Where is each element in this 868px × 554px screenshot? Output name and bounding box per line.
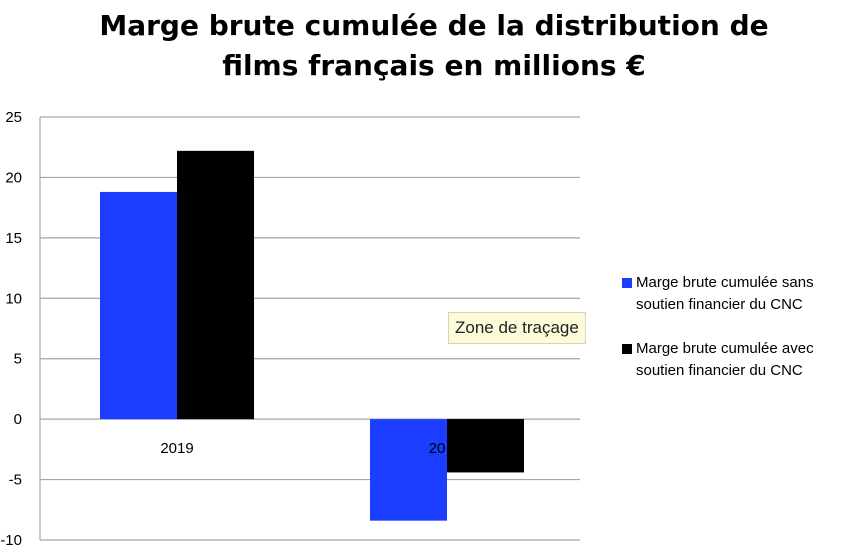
- y-tick-label-7: -10: [0, 532, 22, 549]
- legend-swatch-blue: [622, 278, 632, 288]
- chart-title-line-2: films français en millions €: [222, 49, 646, 82]
- bar-series0-2019: [100, 191, 177, 420]
- y-tick-label-2: 15: [5, 230, 22, 247]
- chart-title-line-1: Marge brute cumulée de la distribution d…: [99, 9, 769, 42]
- bar-series1-2019: [177, 150, 254, 420]
- legend-label-avec-line-1: Marge brute cumulée avec: [636, 340, 814, 357]
- y-tick-label-4: 5: [14, 351, 22, 368]
- bar-series0-20: [370, 419, 447, 521]
- plot-area-tooltip: Zone de traçage: [448, 312, 586, 344]
- y-tick-label-6: -5: [9, 472, 22, 489]
- legend-label-sans-line-1: Marge brute cumulée sans: [636, 274, 814, 291]
- bar-series1-overlay: [447, 419, 524, 473]
- x-category-label-20: 20: [429, 440, 446, 457]
- legend-item-avec-soutien: Marge brute cumulée avec soutien financi…: [622, 338, 814, 382]
- y-tick-label-0: 25: [5, 109, 22, 126]
- legend-swatch-black: [622, 344, 632, 354]
- legend-label-avec-line-2: soutien financier du CNC: [636, 362, 803, 379]
- legend-item-sans-soutien: Marge brute cumulée sans soutien financi…: [622, 272, 814, 316]
- y-tick-label-5: 0: [14, 411, 22, 428]
- chart-title: Marge brute cumulée de la distribution d…: [0, 6, 868, 86]
- y-tick-label-3: 10: [5, 290, 22, 307]
- legend-label-sans-line-2: soutien financier du CNC: [636, 296, 803, 313]
- x-category-label-2019: 2019: [160, 440, 193, 457]
- y-tick-label-1: 20: [5, 169, 22, 186]
